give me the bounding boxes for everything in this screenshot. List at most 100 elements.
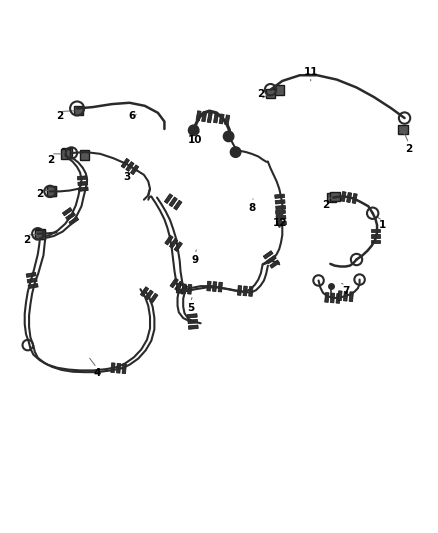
Text: 1: 1 xyxy=(379,220,386,230)
Bar xyxy=(270,260,279,268)
Text: 4: 4 xyxy=(93,368,100,378)
Bar xyxy=(145,290,153,300)
Bar xyxy=(349,292,353,302)
Bar xyxy=(175,281,183,291)
Bar xyxy=(131,165,139,175)
Bar xyxy=(263,251,273,259)
Bar xyxy=(111,363,115,373)
Bar xyxy=(371,234,380,238)
Bar xyxy=(169,197,177,207)
Bar xyxy=(188,319,198,324)
Text: 5: 5 xyxy=(187,303,194,313)
Bar xyxy=(121,158,130,168)
Bar xyxy=(207,281,211,291)
Circle shape xyxy=(223,131,234,142)
Bar xyxy=(117,364,121,373)
Bar xyxy=(276,210,286,214)
Bar xyxy=(249,287,253,296)
FancyBboxPatch shape xyxy=(46,187,56,196)
Bar xyxy=(275,200,285,204)
Bar xyxy=(165,235,173,245)
Bar xyxy=(243,286,247,296)
Bar xyxy=(170,238,178,248)
Bar xyxy=(219,114,224,124)
Bar xyxy=(173,200,182,210)
FancyBboxPatch shape xyxy=(327,193,336,203)
Text: 11: 11 xyxy=(304,67,318,77)
Bar xyxy=(164,193,173,204)
Bar xyxy=(28,284,38,288)
Bar xyxy=(237,286,242,295)
Bar xyxy=(66,212,75,221)
Bar xyxy=(352,193,357,204)
Bar xyxy=(276,205,286,209)
Bar xyxy=(338,291,342,301)
Bar xyxy=(140,287,148,296)
Bar xyxy=(201,112,207,122)
FancyBboxPatch shape xyxy=(274,85,284,95)
FancyBboxPatch shape xyxy=(80,150,89,159)
Text: 2: 2 xyxy=(257,89,264,99)
Bar xyxy=(330,293,335,303)
Text: 2: 2 xyxy=(23,235,31,245)
Circle shape xyxy=(230,147,241,157)
Bar xyxy=(150,293,158,303)
Text: 9: 9 xyxy=(191,255,198,265)
FancyBboxPatch shape xyxy=(35,229,45,239)
Bar xyxy=(343,291,348,301)
Bar xyxy=(266,255,276,264)
Bar xyxy=(78,176,87,180)
Bar xyxy=(213,113,219,123)
Bar xyxy=(276,221,286,225)
FancyBboxPatch shape xyxy=(330,192,339,201)
FancyBboxPatch shape xyxy=(46,186,56,196)
Bar xyxy=(225,115,230,125)
Bar xyxy=(179,285,187,294)
FancyBboxPatch shape xyxy=(35,230,45,239)
FancyBboxPatch shape xyxy=(62,148,72,157)
Bar xyxy=(176,284,180,293)
FancyBboxPatch shape xyxy=(74,106,83,116)
Text: 2: 2 xyxy=(322,200,329,211)
Bar xyxy=(187,284,192,294)
Circle shape xyxy=(188,125,199,135)
Text: 10: 10 xyxy=(188,135,202,145)
Text: 3: 3 xyxy=(124,172,131,182)
Bar xyxy=(182,284,186,294)
Bar xyxy=(26,272,36,278)
Bar xyxy=(27,278,37,283)
Bar xyxy=(174,241,183,252)
Bar xyxy=(62,207,72,216)
FancyBboxPatch shape xyxy=(60,149,70,159)
Bar xyxy=(276,215,286,220)
Bar xyxy=(187,314,197,318)
Bar xyxy=(78,181,88,185)
Bar xyxy=(196,111,201,121)
Bar xyxy=(78,187,88,191)
Text: 2: 2 xyxy=(405,143,413,154)
Text: 6: 6 xyxy=(128,111,135,121)
Bar xyxy=(371,240,380,244)
FancyBboxPatch shape xyxy=(398,125,408,134)
FancyBboxPatch shape xyxy=(266,89,276,99)
Bar xyxy=(188,325,198,329)
Bar xyxy=(170,278,178,288)
Text: 7: 7 xyxy=(342,286,349,295)
Bar xyxy=(346,192,352,203)
Bar xyxy=(69,217,79,225)
Text: 12: 12 xyxy=(273,218,287,228)
Bar xyxy=(336,294,340,303)
Bar xyxy=(371,229,380,232)
Bar xyxy=(325,293,329,302)
Bar xyxy=(126,161,134,172)
Bar xyxy=(341,191,346,201)
Bar xyxy=(275,194,285,198)
Text: 2: 2 xyxy=(56,111,63,121)
Bar xyxy=(212,281,217,292)
Bar xyxy=(122,364,127,374)
Bar xyxy=(218,282,223,292)
Bar xyxy=(207,112,212,123)
Text: 8: 8 xyxy=(248,203,255,213)
Text: 2: 2 xyxy=(36,189,44,199)
Text: 2: 2 xyxy=(47,155,54,165)
